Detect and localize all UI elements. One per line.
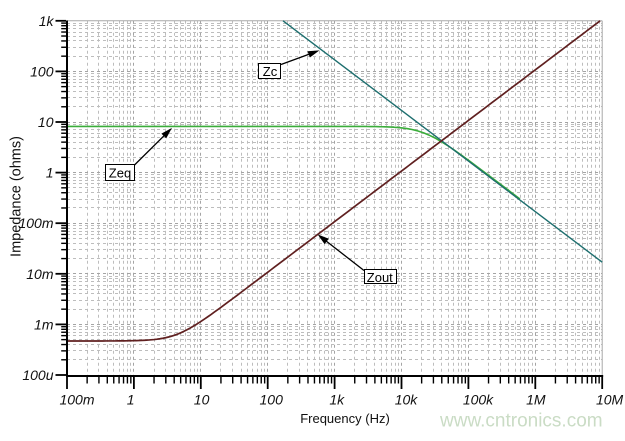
- svg-text:10: 10: [38, 114, 54, 130]
- svg-text:100m: 100m: [59, 391, 94, 407]
- svg-text:1k: 1k: [39, 13, 55, 29]
- svg-text:Zc: Zc: [263, 64, 278, 79]
- svg-text:1k: 1k: [329, 391, 345, 407]
- svg-text:Zout: Zout: [367, 270, 393, 285]
- svg-text:Zeq: Zeq: [109, 165, 131, 180]
- svg-text:1M: 1M: [526, 391, 546, 407]
- svg-text:1: 1: [46, 165, 54, 181]
- svg-text:100: 100: [260, 391, 284, 407]
- svg-text:100k: 100k: [463, 391, 494, 407]
- svg-text:10M: 10M: [596, 391, 624, 407]
- svg-text:1: 1: [127, 391, 135, 407]
- svg-text:100u: 100u: [22, 367, 53, 383]
- svg-text:Impedance (ohms): Impedance (ohms): [9, 136, 25, 257]
- svg-text:1m: 1m: [34, 316, 54, 332]
- svg-text:10m: 10m: [26, 266, 54, 282]
- svg-text:100: 100: [30, 63, 54, 79]
- svg-text:www.cntronics.com: www.cntronics.com: [439, 411, 603, 432]
- svg-text:10k: 10k: [395, 391, 419, 407]
- svg-text:Frequency (Hz): Frequency (Hz): [300, 411, 390, 426]
- svg-text:10: 10: [194, 391, 210, 407]
- svg-text:100m: 100m: [18, 215, 53, 231]
